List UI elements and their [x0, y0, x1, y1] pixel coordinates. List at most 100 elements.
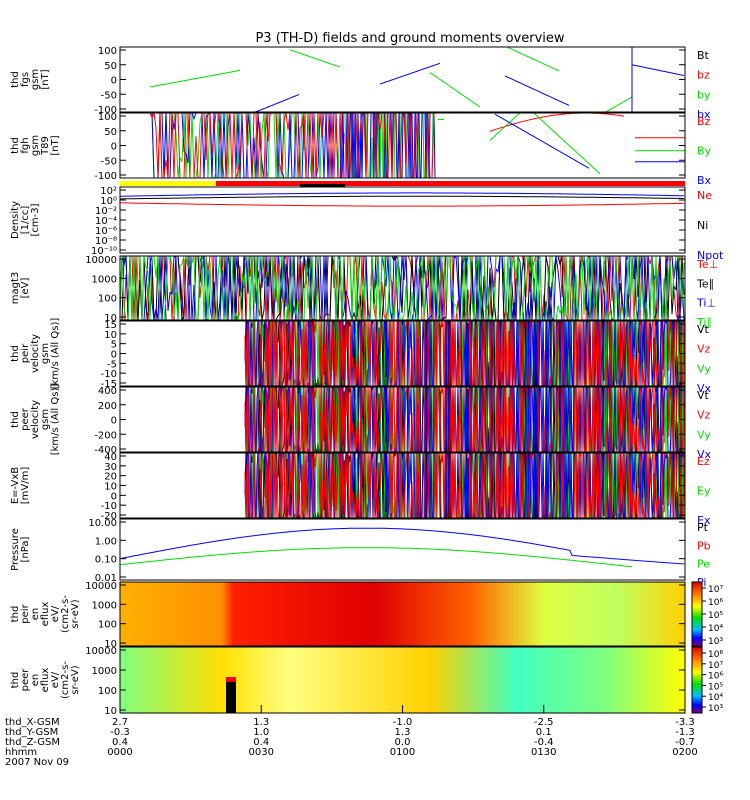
- x-axis-annotation: 2.7-0.30.400001.31.00.40030-1.01.30.0010…: [5, 705, 698, 768]
- y-axis-label: eV/: [50, 671, 61, 688]
- trace-by: [429, 72, 481, 108]
- y-axis-label: peer: [20, 668, 31, 692]
- colorbar-label: 10³: [708, 704, 723, 714]
- colorbar: [691, 646, 703, 714]
- legend-by: by: [697, 88, 711, 101]
- panel-frame: [119, 581, 686, 647]
- colorbar-label: 10⁶: [708, 598, 723, 608]
- legend-Vx: Vx: [697, 382, 712, 395]
- panel-temp: 10000 1000 100 10 magt3 [eV] Te⊥ Te∥ Ti⊥ Ti∥: [10, 255, 718, 329]
- y-axis-label: [nT]: [50, 135, 61, 155]
- x-tick-label: -1.0: [393, 717, 413, 728]
- y-axis-label: [nT]: [40, 69, 51, 89]
- legend-Bx: Bx: [697, 174, 712, 187]
- legend-Ne: Ne: [697, 189, 712, 202]
- legend-Ez: Ez: [697, 455, 710, 468]
- x-axis-row-label: thd_X-GSM: [5, 717, 60, 728]
- x-tick-label: 0100: [390, 747, 415, 758]
- y-axis-label: sr-eV): [70, 665, 81, 694]
- y-tick-label: -400: [94, 445, 117, 456]
- legend-Pt: Pt: [697, 521, 709, 534]
- x-axis-row-label: thd_Z-GSM: [5, 737, 60, 748]
- colorbar: [691, 581, 703, 647]
- y-tick-label: 1000: [92, 274, 117, 285]
- panel-ion_spec-data: [120, 582, 685, 646]
- legend-Ni: Ni: [697, 219, 708, 232]
- y-tick-label: 40: [104, 452, 117, 463]
- y-axis-label: gsm: [30, 69, 41, 90]
- y-tick-label: 200: [98, 401, 117, 412]
- y-tick-label: 10⁰: [100, 196, 117, 207]
- panel-fgs: 100 50 0 -50 -100 thd fgs gsm [nT] Bt bz by bx: [10, 46, 711, 121]
- trace-by: [289, 49, 341, 68]
- colorbar-label: 10⁶: [708, 672, 723, 682]
- y-axis-label: thd: [10, 411, 21, 428]
- y-axis-label: [km/s (All Qs)]: [50, 318, 61, 390]
- y-axis-label: peir: [20, 603, 31, 623]
- x-tick-label: 0.0: [395, 737, 411, 748]
- panel-elec_spec-data: [120, 647, 685, 713]
- y-tick-label: 100: [98, 112, 117, 123]
- x-tick-label: 1.0: [253, 727, 269, 738]
- y-tick-label: 0: [111, 416, 117, 427]
- y-tick-label: 10⁻¹⁰: [91, 246, 117, 257]
- y-tick-label: -100: [94, 105, 117, 116]
- y-axis-label: eflux: [40, 602, 51, 627]
- colorbar-label: 10⁵: [708, 611, 723, 621]
- y-axis-label: (cm2-s-: [60, 661, 71, 699]
- y-tick-label: 5: [111, 340, 117, 351]
- y-tick-label: 0.10: [95, 555, 117, 566]
- y-tick-label: 10⁻²: [95, 206, 117, 217]
- panel-fgh-data: [149, 113, 685, 178]
- x-tick-label: -0.3: [110, 727, 130, 738]
- y-axis-label: [1/cc]: [20, 206, 31, 235]
- y-tick-label: 400: [98, 386, 117, 397]
- data-gap: [226, 682, 236, 713]
- chart-title: P3 (TH-D) fields and ground moments over…: [255, 31, 564, 46]
- trace-green: [244, 387, 685, 452]
- trace-by: [149, 69, 241, 88]
- panel-ve: 400 200 0 -200 -400 thd peer velocity gsm [km/s (…: [10, 384, 712, 461]
- y-tick-label: 1.00: [95, 536, 117, 547]
- y-axis-label: thd: [10, 71, 21, 88]
- trace-bx: [225, 94, 300, 112]
- x-tick-label: 0030: [249, 747, 274, 758]
- legend-Vt: Vt: [697, 389, 710, 402]
- legend-Ex: Ex: [697, 514, 711, 527]
- y-tick-label: 0.01: [95, 573, 117, 584]
- panel-frame: [119, 46, 686, 113]
- panel-fgh: 100 50 0 -50 -100 thd fgh gsm T89 [nT] Bz By Bx: [10, 112, 712, 187]
- panel-efield-data: [244, 453, 685, 518]
- legend-Npot: Npot: [697, 249, 724, 262]
- trace-red: [244, 387, 685, 452]
- y-axis-label: thd: [10, 345, 21, 362]
- trace-Pe: [120, 547, 633, 568]
- y-tick-label: 50: [104, 127, 117, 138]
- colorbar-label: 10⁴: [708, 624, 723, 634]
- spectrogram-ion: [120, 582, 685, 646]
- trace-bx: [631, 64, 685, 76]
- legend-bz: bz: [697, 69, 710, 82]
- x-tick-label: -0.4: [534, 737, 554, 748]
- legend-Bt: Bt: [697, 49, 710, 62]
- panel-ve-data: [244, 387, 685, 452]
- colorbar-label: 10⁴: [708, 693, 723, 703]
- y-axis-label: [eV]: [20, 278, 31, 299]
- y-tick-label: 20: [104, 472, 117, 483]
- y-tick-label: 10: [104, 330, 117, 341]
- y-tick-label: -5: [107, 359, 117, 370]
- y-axis-label: velocity: [30, 334, 41, 373]
- x-tick-label: -1.3: [675, 727, 695, 738]
- y-axis-label: thd: [10, 672, 21, 689]
- legend-Ey: Ey: [697, 485, 711, 498]
- legend-bx: bx: [697, 108, 711, 121]
- panel-temp-data: [120, 256, 685, 320]
- y-tick-label: 10000: [85, 581, 117, 592]
- legend-Ti⊥: Ti⊥: [696, 297, 716, 310]
- legend-Vy: Vy: [697, 428, 711, 441]
- y-axis-label: thd: [10, 606, 21, 623]
- colorbar-label: 10⁵: [708, 682, 723, 692]
- x-tick-label: 0200: [672, 747, 697, 758]
